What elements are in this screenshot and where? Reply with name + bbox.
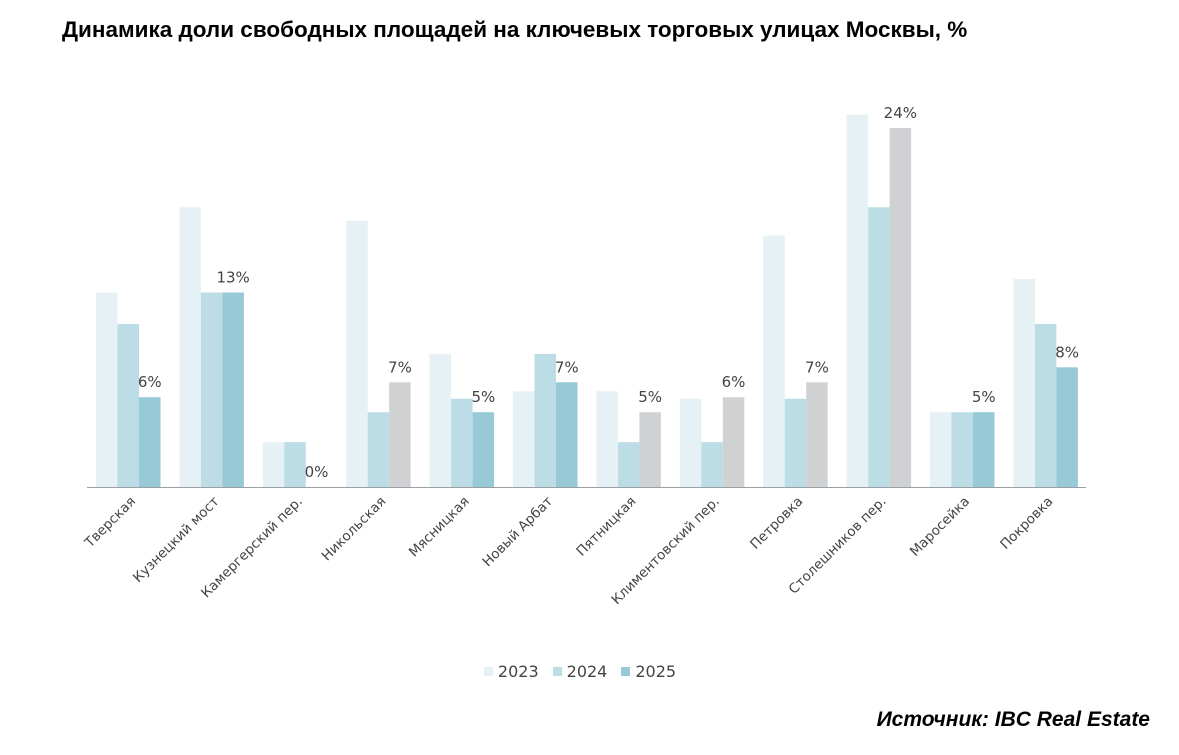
bar-2025-12 (1056, 367, 1078, 487)
category-label-1: Тверская (81, 494, 139, 552)
category-label-7: Пятницкая (573, 494, 639, 560)
bar-2023-7 (596, 391, 618, 487)
legend-item-2025: 2025 (621, 662, 676, 681)
bar-2024-2 (200, 292, 223, 487)
bar-2023-4 (346, 220, 368, 487)
bar-2023-12 (1013, 279, 1035, 487)
data-label-10: 24% (884, 104, 917, 122)
bar-2025-11 (973, 412, 995, 487)
category-label-11: Маросейка (907, 494, 973, 560)
data-label-11: 5% (972, 388, 996, 406)
bar-2024-10 (868, 207, 890, 488)
data-label-6: 7% (555, 358, 579, 376)
bar-2023-9 (763, 235, 785, 487)
legend-label-2024: 2024 (566, 662, 608, 681)
data-label-9: 7% (805, 358, 829, 376)
legend-swatch-2024 (552, 667, 562, 676)
bar-2024-9 (784, 398, 807, 487)
bar-2023-6 (513, 391, 535, 487)
data-label-4: 7% (388, 358, 412, 376)
bar-2025-5 (472, 412, 495, 487)
data-label-1: 6% (138, 373, 162, 391)
bar-2024-12 (1034, 323, 1057, 487)
bar-2024-1 (117, 323, 139, 487)
bar-2023-11 (930, 412, 952, 487)
legend-item-2023: 2023 (483, 662, 539, 681)
category-label-5: Мясницкая (406, 494, 473, 561)
bar-2023-2 (179, 207, 201, 488)
bar-2025-6 (556, 382, 578, 487)
legend-label-2023: 2023 (497, 662, 539, 681)
data-label-5: 5% (471, 388, 495, 406)
data-label-12: 8% (1055, 343, 1079, 361)
category-label-9: Петровка (747, 494, 806, 553)
category-label-6: Новый Арбат (479, 493, 556, 570)
bar-2025-1 (139, 397, 161, 487)
bar-2023-5 (429, 353, 452, 487)
bar-2024-4 (367, 412, 390, 487)
data-label-2: 13% (216, 269, 249, 287)
bar-2023-3 (262, 442, 285, 487)
bar-2024-8 (701, 442, 723, 487)
bar-2024-5 (451, 398, 473, 487)
data-label-8: 6% (722, 373, 746, 391)
legend-label-2025: 2025 (635, 662, 677, 681)
bar-2023-1 (96, 292, 118, 487)
bar-2025-2 (222, 292, 244, 487)
bar-2024-7 (617, 442, 640, 487)
data-label-3: 0% (305, 463, 329, 481)
bar-2024-6 (534, 353, 556, 487)
legend-swatch-2023 (483, 667, 493, 676)
data-label-7: 5% (638, 388, 662, 406)
legend: 2023 2024 2025 (0, 662, 1160, 681)
bar-2024-11 (951, 412, 973, 487)
source-note: Источник: IBC Real Estate (876, 708, 1150, 731)
bar-2025-4 (389, 382, 411, 487)
bar-2024-3 (284, 442, 306, 487)
category-label-12: Покровка (997, 494, 1056, 553)
bar-2025-10 (889, 127, 912, 488)
category-label-2: Кузнецкий мост (130, 493, 223, 586)
bar-2023-10 (846, 114, 869, 487)
chart-title: Динамика доли свободных площадей на ключ… (62, 17, 968, 42)
bar-2023-8 (679, 398, 702, 487)
legend-item-2024: 2024 (552, 662, 608, 681)
bar-2025-9 (806, 382, 828, 487)
legend-swatch-2025 (621, 667, 631, 676)
bar-2025-7 (639, 412, 661, 487)
category-label-4: Никольская (319, 494, 390, 565)
bar-2025-8 (722, 397, 745, 487)
